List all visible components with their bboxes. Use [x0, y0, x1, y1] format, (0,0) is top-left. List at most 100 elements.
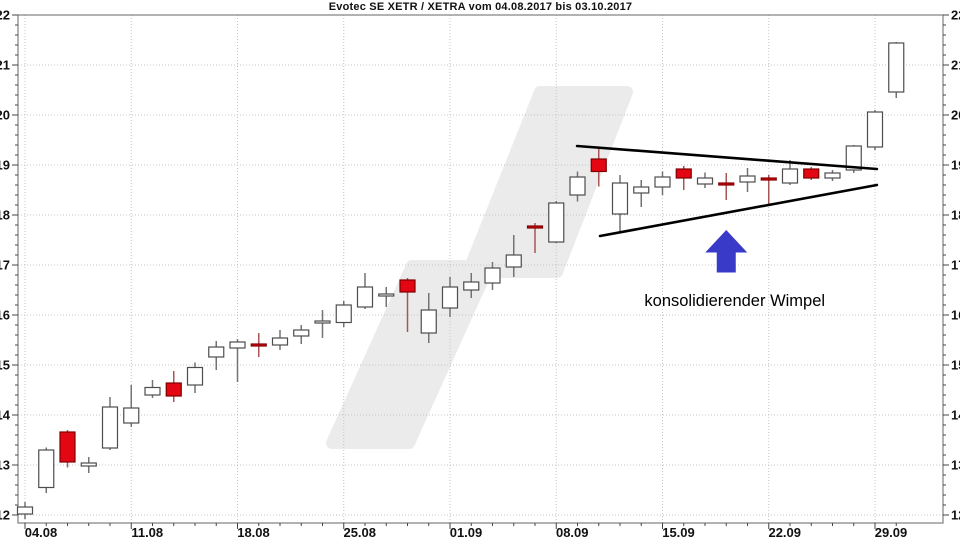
candle-body	[845, 145, 862, 171]
x-axis-label: 29.09	[875, 525, 908, 540]
pennant-upper-trendline	[575, 144, 879, 171]
y-axis-label-left: 18	[0, 208, 10, 223]
candle-body	[463, 281, 480, 291]
candle-down	[760, 175, 777, 205]
axes-layer: 12 12 13 13 14 14 15 15 16 16 17 17 18 18 19 19 20 20 21 21…	[0, 8, 960, 540]
candle-body	[399, 279, 416, 293]
x-axis-label: 22.09	[768, 525, 801, 540]
y-axis-label-left: 16	[0, 308, 10, 323]
candle-body	[654, 176, 671, 188]
candle-body	[420, 309, 437, 334]
x-axis-label: 18.08	[237, 525, 270, 540]
x-axis-label: 25.08	[343, 525, 376, 540]
candle-up	[888, 42, 905, 98]
y-axis-label-right: 12	[951, 508, 960, 523]
candle-body	[250, 343, 267, 347]
candle-down	[165, 371, 182, 402]
candle-body	[144, 386, 161, 396]
candle-body	[335, 304, 352, 324]
candle-up	[271, 330, 289, 350]
candle-up	[781, 160, 799, 185]
candle-body	[675, 168, 692, 179]
candle-up	[144, 380, 161, 398]
candle-body	[378, 293, 395, 297]
candles-layer	[16, 42, 905, 519]
pennant-annotation-label: konsolidierender Wimpel	[644, 292, 825, 310]
y-axis-label-right: 15	[951, 358, 960, 373]
candle-body	[38, 449, 55, 489]
candle-body	[590, 158, 607, 173]
grid-layer	[18, 14, 943, 523]
candle-up	[335, 301, 352, 327]
candle-body	[569, 176, 586, 196]
candle-body	[718, 182, 735, 186]
candle-up	[80, 457, 97, 473]
candle-up	[484, 262, 501, 290]
candle-body	[611, 182, 629, 215]
candle-body	[123, 407, 140, 424]
y-axis-label-left: 21	[0, 58, 10, 73]
pennant-lower-trendline	[598, 183, 879, 238]
candle-down	[59, 430, 76, 468]
candle-down	[250, 333, 267, 357]
candle-body	[866, 111, 884, 148]
candle-up	[611, 175, 629, 233]
candle-down	[399, 278, 416, 332]
y-axis-label-right: 20	[951, 108, 960, 123]
candle-body	[80, 462, 97, 467]
y-axis-label-right: 16	[951, 308, 960, 323]
candle-up	[548, 201, 565, 243]
candle-up	[293, 325, 310, 344]
candle-up	[208, 341, 225, 370]
candle-body	[293, 329, 310, 337]
y-axis-label-right: 17	[951, 258, 960, 273]
y-axis-label-left: 14	[0, 408, 11, 423]
candle-body	[548, 202, 565, 243]
watermark-shape	[462, 86, 633, 278]
candle-down	[675, 166, 692, 190]
candle-body	[739, 175, 756, 183]
candle-up	[16, 502, 34, 519]
candle-body	[271, 337, 289, 346]
candle-up	[569, 171, 586, 202]
candle-up	[824, 170, 841, 181]
y-axis-label-right: 21	[951, 58, 960, 73]
y-axis-label-right: 18	[951, 208, 960, 223]
candle-up	[101, 397, 119, 450]
y-axis-label-left: 12	[0, 508, 10, 523]
chart-title: Evotec SE XETR / XETRA vom 04.08.2017 bi…	[328, 1, 633, 13]
candle-body	[101, 406, 119, 449]
candle-body	[824, 172, 841, 179]
candle-down	[590, 147, 607, 187]
y-axis-label-left: 22	[0, 8, 10, 23]
candle-body	[441, 286, 459, 309]
candle-up	[441, 277, 459, 317]
candle-up	[633, 180, 650, 207]
candle-up	[866, 110, 884, 150]
candle-body	[505, 254, 522, 268]
candle-up	[314, 310, 331, 338]
y-axis-label-right: 22	[951, 8, 960, 23]
x-axis-label: 15.09	[662, 525, 695, 540]
candle-up	[739, 168, 756, 192]
candle-body	[208, 346, 225, 358]
candle-up	[463, 273, 480, 298]
up-arrow-annotation	[705, 230, 748, 273]
x-axis-label: 08.09	[556, 525, 589, 540]
candle-body	[760, 177, 777, 181]
y-axis-label-right: 13	[951, 458, 960, 473]
candle-up	[38, 447, 55, 493]
candle-up	[654, 171, 671, 195]
candle-body	[59, 431, 76, 463]
candle-body	[696, 177, 714, 185]
candle-up	[378, 287, 395, 307]
candle-up	[356, 273, 374, 309]
candle-body	[165, 382, 182, 397]
candle-down	[718, 173, 735, 200]
candle-body	[356, 286, 374, 308]
candle-body	[803, 168, 820, 179]
y-axis-label-left: 19	[0, 158, 10, 173]
candle-body	[314, 320, 331, 324]
candle-down	[803, 167, 820, 180]
